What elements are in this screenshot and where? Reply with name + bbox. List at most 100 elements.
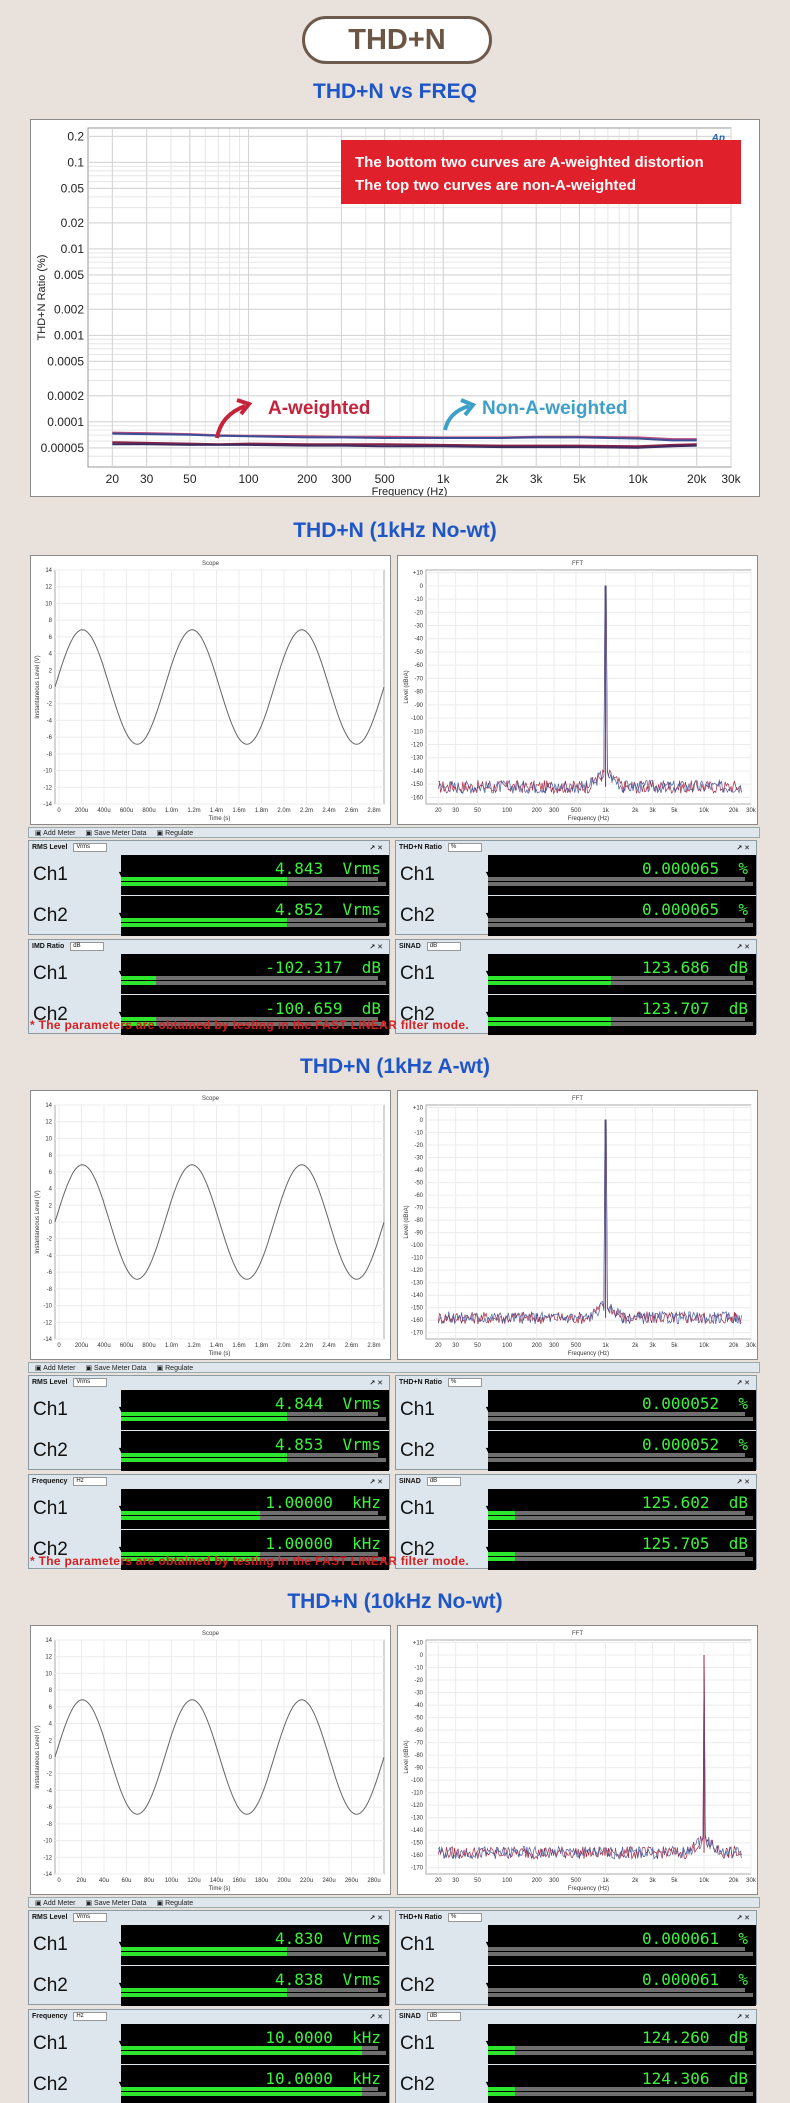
meter-window-controls[interactable]: ↗ ✕ bbox=[369, 943, 383, 951]
meter-bar-fill bbox=[121, 923, 288, 927]
meter-window-controls[interactable]: ↗ ✕ bbox=[369, 1379, 383, 1387]
x-tick-label: 50 bbox=[183, 472, 197, 486]
scope-y-tick: -4 bbox=[47, 1253, 53, 1259]
scope-y-tick: 14 bbox=[45, 568, 52, 574]
fft-title: FFT bbox=[572, 1631, 583, 1637]
scope-x-tick: 180u bbox=[255, 1878, 268, 1884]
meter-window-controls[interactable]: ↗ ✕ bbox=[736, 844, 750, 852]
meter-row-ch1: Ch1▼4.844 Vrms bbox=[29, 1390, 391, 1430]
scope-x-label: Time (s) bbox=[209, 816, 231, 822]
scope-y-tick: 2 bbox=[49, 1738, 53, 1744]
meter-unit-select[interactable]: % bbox=[447, 1378, 482, 1387]
meter-window-controls[interactable]: ↗ ✕ bbox=[736, 1379, 750, 1387]
scope-x-tick: 400u bbox=[97, 808, 110, 814]
save-meter-data-button[interactable]: ▣ Save Meter Data bbox=[85, 1364, 147, 1372]
meter-unit-select[interactable]: % bbox=[447, 1913, 482, 1922]
meter-window-controls[interactable]: ↗ ✕ bbox=[369, 2013, 383, 2021]
add-meter-button[interactable]: ▣ Add Meter bbox=[35, 1899, 76, 1907]
fft-y-tick: -40 bbox=[414, 1168, 423, 1174]
scope-title: Scope bbox=[202, 561, 220, 567]
meter-window-controls[interactable]: ↗ ✕ bbox=[736, 943, 750, 951]
scope-y-tick: 2 bbox=[49, 668, 53, 674]
channel-label: Ch2 bbox=[33, 2074, 68, 2095]
channel-label: Ch2 bbox=[33, 1440, 68, 1461]
meter-bar-fill bbox=[121, 1952, 288, 1956]
thdn-freq-panel: 20 30 50 100 200 300 500 1k 2k 3k 5k 10k 20k 30k 0.2 0.… bbox=[30, 119, 760, 498]
scope-y-tick: 10 bbox=[45, 601, 52, 607]
meter-bar-fill bbox=[121, 1022, 156, 1026]
fft-panel: FFT +10 0 -10 -20 -30 -40 -50 -60 -70 -80 -90 -100 -1… bbox=[397, 555, 758, 825]
meter-unit-select[interactable]: dB bbox=[70, 942, 105, 951]
meter-bar-track bbox=[488, 1516, 754, 1520]
meter-window-controls[interactable]: ↗ ✕ bbox=[736, 1478, 750, 1486]
scope-panel: Scope 14 12 10 8 6 4 2 0 -2 -4 -6 -8 -10 -12 -14 0 20u 40u… bbox=[30, 1625, 391, 1895]
meter-row-ch1: Ch1▼4.830 Vrms bbox=[29, 1925, 391, 1965]
meter-unit-select[interactable]: Vrms bbox=[73, 843, 108, 852]
meter-name: THD+N Ratio bbox=[399, 844, 442, 851]
fft-y-tick: -50 bbox=[414, 650, 423, 656]
scope-y-tick: -8 bbox=[47, 752, 53, 758]
regulate-button[interactable]: ▣ Regulate bbox=[156, 1899, 194, 1907]
x-tick-label: 10k bbox=[628, 472, 648, 486]
scope-x-tick: 600u bbox=[120, 808, 133, 814]
fft-y-tick: -120 bbox=[411, 743, 424, 749]
fft-y-label: Level (dBrA) bbox=[404, 670, 410, 703]
scope-x-tick: 1.4m bbox=[210, 808, 223, 814]
meter-window-controls[interactable]: ↗ ✕ bbox=[736, 1914, 750, 1922]
regulate-button[interactable]: ▣ Regulate bbox=[156, 1364, 194, 1372]
meter-bar-fill bbox=[121, 1557, 261, 1561]
scope-title: Scope bbox=[202, 1096, 220, 1102]
scope-y-tick: 4 bbox=[49, 1722, 53, 1728]
annotation-non-a-weighted: Non-A-weighted bbox=[482, 398, 628, 419]
fft-x-tick: 300 bbox=[549, 1343, 560, 1349]
meter-value: 4.843 Vrms bbox=[275, 859, 381, 878]
meter-unit-select[interactable]: Vrms bbox=[73, 1378, 108, 1387]
fft-y-tick: -140 bbox=[411, 1828, 424, 1834]
meter-display: 4.844 Vrms bbox=[121, 1390, 389, 1430]
meter-window-controls[interactable]: ↗ ✕ bbox=[369, 1478, 383, 1486]
meter-row-ch2: Ch2▼0.000065 % bbox=[396, 896, 758, 936]
fft-x-tick: 20k bbox=[729, 808, 740, 814]
meter-display: 0.000052 % bbox=[488, 1390, 756, 1430]
meter-row-ch1: Ch1▼4.843 Vrms bbox=[29, 855, 391, 895]
meter-header: SINAD dB ↗ ✕ bbox=[396, 2010, 756, 2023]
meter-value: 10.0000 kHz bbox=[265, 2028, 381, 2047]
meter-unit-select[interactable]: % bbox=[447, 843, 482, 852]
a-weighted-arrow-head bbox=[236, 398, 253, 416]
add-meter-button[interactable]: ▣ Add Meter bbox=[35, 829, 76, 837]
scope-y-tick: 0 bbox=[49, 685, 53, 691]
scope-y-label: Instantaneous Level (V) bbox=[35, 1725, 41, 1788]
fft-x-label: Frequency (Hz) bbox=[568, 1351, 609, 1357]
meter-row-ch2: Ch2▼125.705 dB bbox=[396, 1530, 758, 1570]
meter-window-controls[interactable]: ↗ ✕ bbox=[369, 844, 383, 852]
meter-row-ch2: Ch2▼4.852 Vrms bbox=[29, 896, 391, 936]
meter-header: SINAD dB ↗ ✕ bbox=[396, 940, 756, 953]
add-meter-button[interactable]: ▣ Add Meter bbox=[35, 1364, 76, 1372]
save-meter-data-button[interactable]: ▣ Save Meter Data bbox=[85, 829, 147, 837]
meter-unit-select[interactable]: dB bbox=[426, 942, 461, 951]
meter-window-controls[interactable]: ↗ ✕ bbox=[369, 1914, 383, 1922]
meter-display: 123.707 dB bbox=[488, 995, 756, 1035]
scope-x-tick: 1.4m bbox=[210, 1343, 223, 1349]
channel-label: Ch2 bbox=[400, 1975, 435, 1996]
meter-unit-select[interactable]: Hz bbox=[73, 2012, 108, 2021]
regulate-button[interactable]: ▣ Regulate bbox=[156, 829, 194, 837]
scope-x-tick: 80u bbox=[144, 1878, 154, 1884]
meter-display: 124.306 dB bbox=[488, 2065, 756, 2103]
meter-unit-select[interactable]: Hz bbox=[73, 1477, 108, 1486]
meter-unit-select[interactable]: Vrms bbox=[73, 1913, 108, 1922]
fft-frame bbox=[425, 1104, 752, 1340]
meter-bar-track bbox=[488, 1552, 746, 1556]
scope-x-tick: 40u bbox=[99, 1878, 109, 1884]
meter-unit-select[interactable]: dB bbox=[426, 1477, 461, 1486]
scope-chart: Scope 14 12 10 8 6 4 2 0 -2 -4 -6 -8 -10 -12 -14 0 20u 40u… bbox=[35, 1631, 385, 1892]
fft-y-tick: +10 bbox=[413, 1106, 424, 1112]
save-meter-data-button[interactable]: ▣ Save Meter Data bbox=[85, 1899, 147, 1907]
meter-value: 4.852 Vrms bbox=[275, 900, 381, 919]
meter-window-controls[interactable]: ↗ ✕ bbox=[736, 2013, 750, 2021]
meter-value: 123.707 dB bbox=[642, 999, 748, 1018]
meter-bar-track bbox=[488, 981, 754, 985]
scope-x-tick: 1.6m bbox=[232, 808, 245, 814]
meter-unit-select[interactable]: dB bbox=[426, 2012, 461, 2021]
